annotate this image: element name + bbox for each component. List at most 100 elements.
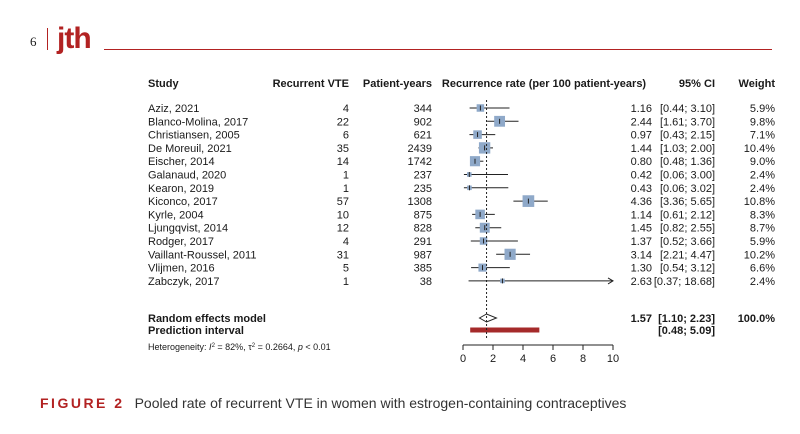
header-ci: 95% CI <box>679 78 715 90</box>
prediction-label: Prediction interval <box>148 325 244 337</box>
header-events: Recurrent VTE <box>273 78 349 90</box>
exposure-value: 621 <box>414 130 432 142</box>
x-tick-label: 10 <box>607 353 619 365</box>
exposure-value: 235 <box>414 183 432 195</box>
weight-value: 6.6% <box>750 263 775 275</box>
study-label: Ljungqvist, 2014 <box>148 223 228 235</box>
study-label: Kearon, 2019 <box>148 183 214 195</box>
rate-value: 0.97 <box>631 130 652 142</box>
weight-value: 2.4% <box>750 183 775 195</box>
exposure-value: 38 <box>420 276 432 288</box>
events-value: 57 <box>337 196 349 208</box>
page-number: 6 <box>30 34 37 49</box>
pooled-diamond <box>478 313 498 323</box>
weight-value: 2.4% <box>750 276 775 288</box>
events-value: 22 <box>337 116 349 128</box>
exposure-value: 902 <box>414 116 432 128</box>
study-label: Aziz, 2021 <box>148 103 199 115</box>
events-value: 1 <box>343 170 349 182</box>
rate-value: 0.42 <box>631 170 652 182</box>
header-weight: Weight <box>739 78 776 90</box>
events-value: 14 <box>337 156 349 168</box>
events-value: 1 <box>343 183 349 195</box>
study-label: Kyrle, 2004 <box>148 209 204 221</box>
events-value: 10 <box>337 209 349 221</box>
ci-value: [2.21; 4.47] <box>660 249 715 261</box>
x-tick-label: 6 <box>550 353 556 365</box>
exposure-value: 237 <box>414 170 432 182</box>
x-tick-label: 0 <box>460 353 466 365</box>
study-label: Blanco-Molina, 2017 <box>148 116 248 128</box>
weight-value: 9.8% <box>750 116 775 128</box>
weight-value: 10.2% <box>744 249 775 261</box>
exposure-value: 344 <box>414 103 432 115</box>
rate-value: 2.44 <box>631 116 652 128</box>
pooled-rate: 1.57 <box>631 313 652 325</box>
ci-arrow <box>607 277 614 285</box>
study-label: Kiconco, 2017 <box>148 196 218 208</box>
study-label: Eischer, 2014 <box>148 156 215 168</box>
header-plot: Recurrence rate (per 100 patient-years) <box>442 78 647 90</box>
exposure-value: 385 <box>414 263 432 275</box>
events-value: 31 <box>337 249 349 261</box>
study-label: Vlijmen, 2016 <box>148 263 215 275</box>
pooled-weight: 100.0% <box>738 313 776 325</box>
exposure-value: 987 <box>414 249 432 261</box>
events-value: 4 <box>343 103 349 115</box>
x-tick-label: 8 <box>580 353 586 365</box>
exposure-value: 2439 <box>408 143 432 155</box>
weight-value: 2.4% <box>750 170 775 182</box>
study-label: Rodger, 2017 <box>148 236 214 248</box>
weight-value: 5.9% <box>750 236 775 248</box>
events-value: 1 <box>343 276 349 288</box>
study-label: De Moreuil, 2021 <box>148 143 232 155</box>
figure-label: FIGURE 2 <box>40 395 125 411</box>
ci-value: [0.52; 3.66] <box>660 236 715 248</box>
pooled-ci: [1.10; 2.23] <box>658 313 715 325</box>
weight-value: 8.7% <box>750 223 775 235</box>
header-exposure: Patient-years <box>363 78 432 90</box>
ci-value: [0.37; 18.68] <box>654 276 715 288</box>
rate-value: 1.37 <box>631 236 652 248</box>
ci-value: [0.44; 3.10] <box>660 103 715 115</box>
header-divider <box>47 28 48 50</box>
ci-value: [0.06; 3.02] <box>660 183 715 195</box>
events-value: 6 <box>343 130 349 142</box>
x-tick-label: 4 <box>520 353 526 365</box>
rate-value: 2.63 <box>631 276 652 288</box>
rate-value: 1.45 <box>631 223 652 235</box>
pooled-label: Random effects model <box>148 313 266 325</box>
study-label: Christiansen, 2005 <box>148 130 240 142</box>
ci-value: [0.61; 2.12] <box>660 209 715 221</box>
exposure-value: 291 <box>414 236 432 248</box>
exposure-value: 828 <box>414 223 432 235</box>
x-tick-label: 2 <box>490 353 496 365</box>
study-label: Galanaud, 2020 <box>148 170 226 182</box>
events-value: 35 <box>337 143 349 155</box>
rate-value: 0.80 <box>631 156 652 168</box>
study-label: Zabczyk, 2017 <box>148 276 220 288</box>
events-value: 12 <box>337 223 349 235</box>
exposure-value: 1308 <box>408 196 432 208</box>
header-study: Study <box>148 78 179 90</box>
weight-value: 9.0% <box>750 156 775 168</box>
heterogeneity-text: Heterogeneity: I2 = 82%, τ2 = 0.2664, p … <box>148 342 331 352</box>
caption-text: Pooled rate of recurrent VTE in women wi… <box>134 395 627 411</box>
figure-caption: FIGURE 2 Pooled rate of recurrent VTE in … <box>40 395 626 411</box>
exposure-value: 1742 <box>408 156 432 168</box>
ci-value: [0.82; 2.55] <box>660 223 715 235</box>
weight-value: 8.3% <box>750 209 775 221</box>
study-label: Vaillant-Roussel, 2011 <box>148 249 256 261</box>
journal-logo: jth <box>57 22 92 55</box>
forest-plot: Study Recurrent VTE Patient-years Recurr… <box>148 78 776 365</box>
rate-value: 1.16 <box>631 103 652 115</box>
rate-value: 1.30 <box>631 263 652 275</box>
events-value: 5 <box>343 263 349 275</box>
prediction-ci: [0.48; 5.09] <box>658 325 715 337</box>
rate-value: 0.43 <box>631 183 652 195</box>
ci-value: [0.06; 3.00] <box>660 170 715 182</box>
events-value: 4 <box>343 236 349 248</box>
ci-value: [0.54; 3.12] <box>660 263 715 275</box>
exposure-value: 875 <box>414 209 432 221</box>
ci-value: [0.43; 2.15] <box>660 130 715 142</box>
